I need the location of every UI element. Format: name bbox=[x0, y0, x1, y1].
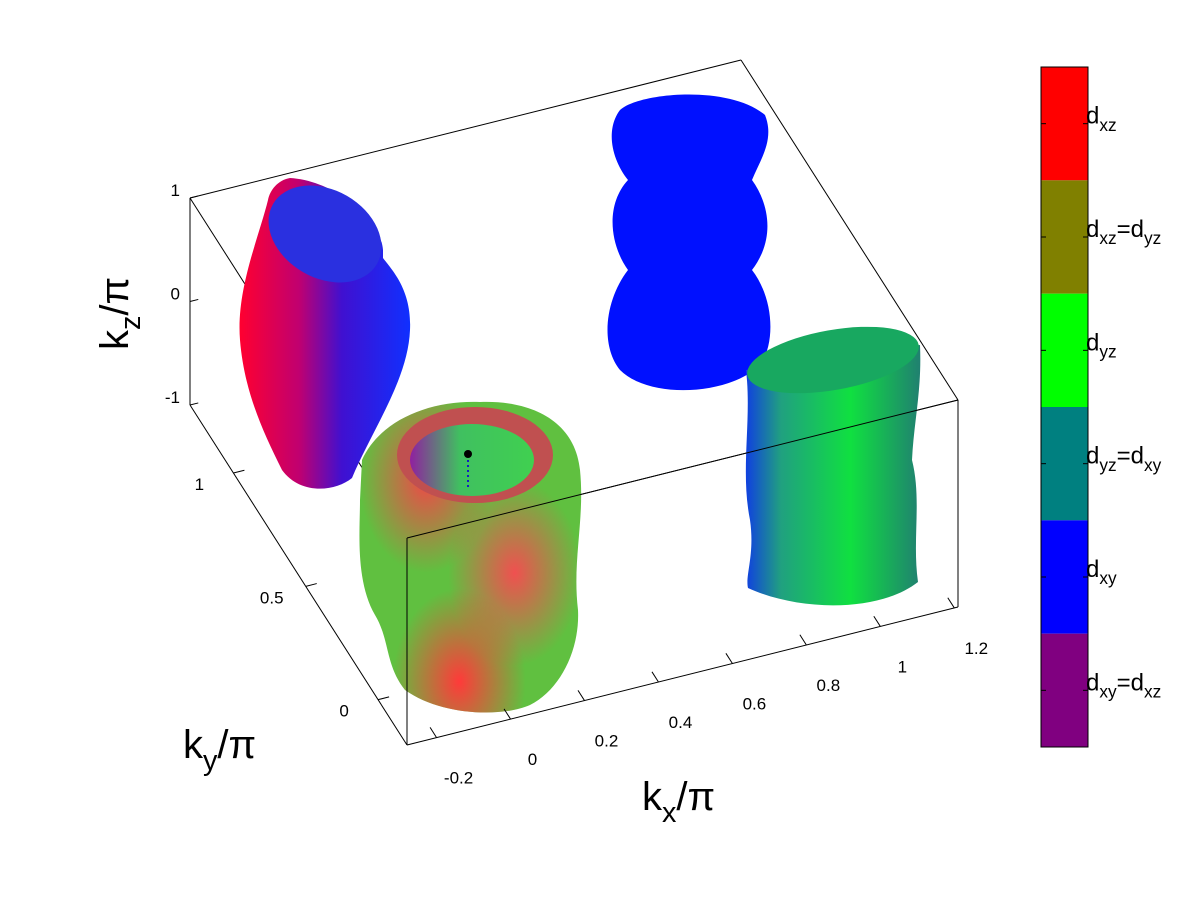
x-tick-label: 0 bbox=[528, 750, 537, 769]
x-tick bbox=[651, 671, 659, 683]
x-tick bbox=[429, 727, 438, 738]
surface-inner bbox=[410, 424, 534, 496]
label-part: x bbox=[662, 797, 677, 829]
label-part: =d bbox=[1117, 216, 1144, 243]
colorbar-segment bbox=[1041, 407, 1088, 521]
label-part: k bbox=[93, 329, 137, 350]
colorbar-segment bbox=[1041, 633, 1088, 747]
z-tick bbox=[189, 195, 199, 199]
label-part: d bbox=[1086, 556, 1099, 583]
label-part: xz bbox=[1099, 115, 1116, 135]
surface-opening bbox=[747, 326, 919, 394]
fermi-surface bbox=[239, 178, 411, 489]
label-part: d bbox=[1086, 216, 1099, 243]
z-tick bbox=[189, 298, 199, 302]
box-edge bbox=[189, 404, 408, 746]
x-tick bbox=[503, 708, 511, 720]
colorbar-label: dxy=dxz bbox=[1086, 669, 1161, 701]
label-part: xy bbox=[1144, 455, 1162, 475]
label-part: k bbox=[642, 775, 663, 819]
label-part: =d bbox=[1117, 669, 1144, 696]
colorbar-segment bbox=[1041, 67, 1088, 181]
z-tick-label: -1 bbox=[165, 388, 180, 407]
box-edge bbox=[189, 59, 742, 199]
x-tick bbox=[799, 634, 807, 646]
label-part: yz bbox=[1099, 342, 1116, 362]
fermi-surface bbox=[607, 94, 771, 391]
label-part: xy bbox=[1099, 682, 1117, 702]
fermi-surface bbox=[359, 401, 582, 713]
surface-opening bbox=[268, 185, 382, 283]
label-part: /π bbox=[217, 723, 256, 767]
colorbar-segment bbox=[1041, 520, 1088, 634]
colorbar-label: dxy bbox=[1086, 556, 1117, 588]
x-tick bbox=[725, 653, 733, 664]
colorbar-label: dxz bbox=[1086, 103, 1117, 135]
colorbar-label: dxz=dyz bbox=[1086, 216, 1161, 248]
y-tick-label: 1 bbox=[195, 475, 204, 494]
label-part: y bbox=[203, 745, 218, 777]
y-tick-label: 0 bbox=[339, 702, 348, 721]
box-edge bbox=[406, 606, 959, 746]
x-tick-label: 0.6 bbox=[743, 694, 767, 713]
label-part: xy bbox=[1099, 568, 1117, 588]
label-part: /π bbox=[676, 775, 715, 819]
box-edge bbox=[740, 59, 959, 401]
label-part: xz bbox=[1099, 228, 1116, 248]
colorbar-label: dyz=dxy bbox=[1086, 443, 1162, 475]
label-part: xz bbox=[1144, 682, 1161, 702]
colorbar-label: dyz bbox=[1086, 329, 1117, 361]
colorbar-segment bbox=[1041, 293, 1088, 407]
x-tick-label: 1.2 bbox=[964, 639, 988, 658]
label-part: /π bbox=[93, 277, 137, 316]
x-tick-label: -0.2 bbox=[444, 769, 473, 788]
surface-body bbox=[745, 345, 921, 606]
x-tick-label: 0.4 bbox=[669, 713, 693, 732]
x-axis-label: kx/π bbox=[642, 775, 715, 829]
y-tick bbox=[233, 469, 245, 474]
colorbar-segment bbox=[1041, 180, 1088, 294]
label-part: d bbox=[1086, 443, 1099, 470]
y-tick bbox=[377, 696, 390, 701]
point-marker bbox=[464, 450, 472, 458]
x-tick-label: 0.2 bbox=[595, 732, 619, 751]
x-tick bbox=[577, 690, 585, 701]
z-tick bbox=[189, 402, 199, 406]
y-tick-label: 0.5 bbox=[260, 588, 284, 607]
x-tick bbox=[947, 597, 955, 609]
z-tick-label: 0 bbox=[171, 285, 180, 304]
label-part: yz bbox=[1144, 228, 1161, 248]
label-part: =d bbox=[1117, 443, 1144, 470]
y-tick bbox=[305, 583, 317, 587]
box-edge bbox=[406, 399, 959, 539]
label-part: k bbox=[183, 723, 204, 767]
z-tick-label: 1 bbox=[171, 181, 180, 200]
colorbar-frame bbox=[1040, 66, 1089, 748]
x-tick bbox=[873, 615, 881, 627]
label-part: d bbox=[1086, 669, 1099, 696]
label-part: yz bbox=[1099, 455, 1116, 475]
label-part: d bbox=[1086, 329, 1099, 356]
x-tick-label: 1 bbox=[898, 657, 907, 676]
z-axis-label: kz/π bbox=[93, 277, 147, 350]
x-tick-label: 0.8 bbox=[817, 676, 841, 695]
label-part: d bbox=[1086, 103, 1099, 130]
label-part: z bbox=[115, 316, 147, 330]
y-axis-label: ky/π bbox=[183, 723, 256, 777]
fermi-surface bbox=[745, 326, 921, 606]
